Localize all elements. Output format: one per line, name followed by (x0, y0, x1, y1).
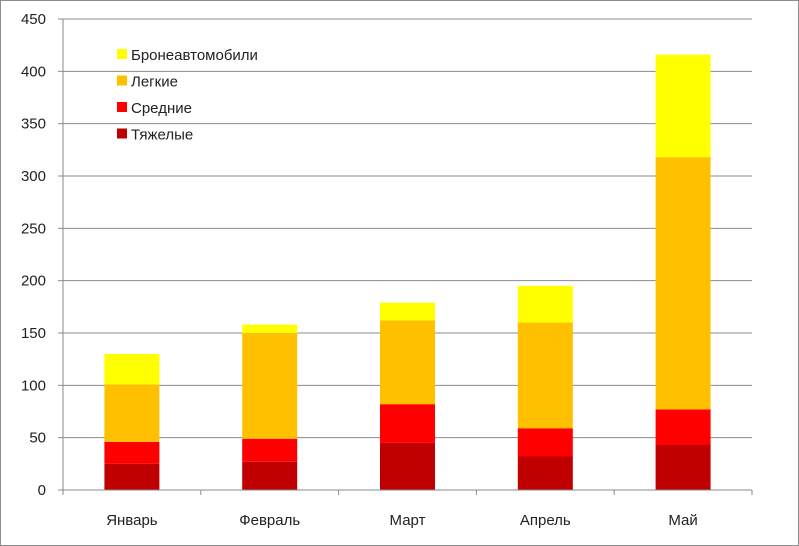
bar-segment (655, 54, 711, 158)
bar-segment (517, 428, 573, 457)
y-tick-labels: 0 50 100 150 200 250 300 350 400 450 (21, 11, 46, 499)
y-tick-label: 50 (29, 430, 46, 447)
legend-swatch (117, 128, 127, 139)
legend-label: Средние (131, 100, 192, 117)
legend-swatch (117, 102, 127, 112)
bar-segment (242, 461, 298, 490)
legend-label: Легкие (131, 74, 178, 91)
bar-segment (517, 456, 573, 490)
legend-label: Тяжелые (131, 127, 193, 144)
y-tick-label: 100 (21, 377, 46, 394)
y-tick-label: 300 (21, 168, 46, 185)
x-tick-label: Февраль (239, 512, 300, 529)
bar-segment (517, 285, 573, 323)
y-tick-label: 150 (21, 325, 46, 342)
y-tick-label: 200 (21, 273, 46, 290)
y-tick-label: 400 (21, 63, 46, 80)
x-tick-label: Январь (106, 512, 158, 529)
y-tick-label: 350 (21, 116, 46, 133)
bar-segment (242, 333, 298, 439)
legend-label: Бронеавтомобили (131, 47, 258, 64)
bar-segment (517, 322, 573, 429)
bar-segment (655, 444, 711, 490)
legend-swatch (117, 75, 127, 86)
bar-segment (380, 320, 435, 405)
bar-segment (104, 353, 160, 385)
x-tick-label: Март (390, 512, 426, 529)
y-tick-label: 250 (21, 220, 46, 237)
bar-segment (380, 404, 435, 443)
bar-segment (104, 463, 160, 490)
bar-segment (104, 384, 160, 442)
legend-swatch (117, 49, 127, 59)
bars (104, 54, 711, 490)
bar-segment (655, 409, 711, 445)
bar-segment (380, 302, 435, 321)
legend: Бронеавтомобили Легкие Средние Тяжелые (117, 47, 258, 144)
y-tick-label: 0 (38, 482, 46, 499)
bar-segment (242, 324, 298, 333)
x-tick-label: Май (668, 512, 697, 529)
bar-segment (104, 441, 160, 464)
bar-segment (655, 157, 711, 410)
gridlines (63, 18, 752, 439)
y-tick-label: 450 (21, 11, 46, 28)
bar-segment (242, 438, 298, 462)
axes (58, 18, 753, 495)
bar-segment (380, 442, 435, 490)
x-tick-labels: Январь Февраль Март Апрель Май (106, 512, 698, 529)
x-tick-label: Апрель (520, 512, 571, 529)
